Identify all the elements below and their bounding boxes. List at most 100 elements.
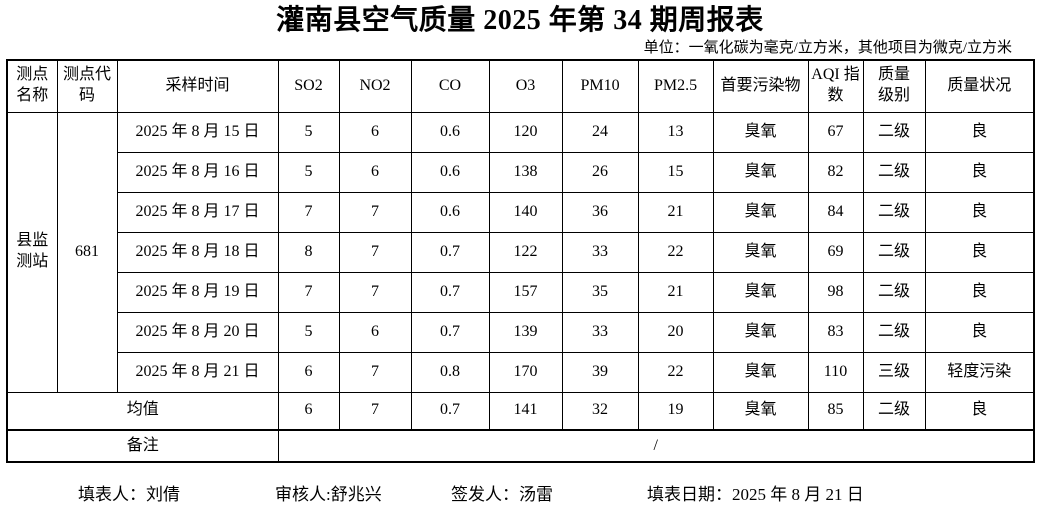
so2-value-cell: 5 — [277, 311, 340, 353]
pm10-value-cell: 24 — [561, 111, 639, 153]
table-row: 县监 测站 681 2025 年 8 月 15 日 5 6 0.6 120 24… — [6, 111, 1035, 393]
remark-value-cell: / — [277, 429, 1035, 463]
report-title: 灌南县空气质量 2025 年第 34 期周报表 — [276, 5, 764, 36]
pm10-value-cell: 33 — [561, 311, 639, 353]
quality-level-cell: 二级 — [862, 231, 926, 273]
header-station-code: 测点代 码 — [56, 59, 118, 113]
average-label-cell: 均值 — [6, 391, 279, 431]
pm10-value-cell: 32 — [561, 391, 639, 431]
header-quality-status: 质量状况 — [924, 59, 1035, 113]
aqi-value-cell: 83 — [807, 311, 864, 353]
quality-status-cell: 良 — [924, 111, 1035, 153]
quality-level-cell: 二级 — [862, 151, 926, 193]
co-value-cell: 0.6 — [410, 151, 490, 193]
no2-value-cell: 7 — [338, 391, 412, 431]
remark-label-cell: 备注 — [6, 429, 279, 463]
co-value-cell: 0.7 — [410, 231, 490, 273]
header-primary-pollutant: 首要污染物 — [712, 59, 809, 113]
quality-status-cell: 轻度污染 — [924, 351, 1035, 393]
header-so2: SO2 — [277, 59, 340, 113]
header-co: CO — [410, 59, 490, 113]
unit-note: 单位：一氧化碳为毫克/立方米，其他项目为微克/立方米 — [643, 40, 1012, 56]
header-quality-level: 质量 级别 — [862, 59, 926, 113]
aqi-value-cell: 85 — [807, 391, 864, 431]
o3-value-cell: 140 — [488, 191, 563, 233]
primary-pollutant-cell: 臭氧 — [712, 351, 809, 393]
average-row: 均值 6 7 0.7 141 32 19 臭氧 85 二级 良 — [6, 391, 1035, 431]
pm25-value-cell: 21 — [637, 271, 714, 313]
table-row: 2025 年 8 月 19 日 7 7 0.7 157 35 21 臭氧 98 … — [7, 271, 1035, 313]
quality-level-cell: 二级 — [862, 191, 926, 233]
so2-value-cell: 7 — [277, 271, 340, 313]
primary-pollutant-cell: 臭氧 — [712, 391, 809, 431]
pm25-value-cell: 21 — [637, 191, 714, 233]
air-quality-table: 测点 名称 测点代 码 采样时间 SO2 NO2 CO O3 PM10 PM2.… — [6, 59, 1035, 463]
quality-level-cell: 三级 — [862, 351, 926, 393]
header-row: 测点 名称 测点代 码 采样时间 SO2 NO2 CO O3 PM10 PM2.… — [6, 59, 1035, 113]
quality-level-cell: 二级 — [862, 271, 926, 313]
header-station-name: 测点 名称 — [6, 59, 58, 113]
table-row: 2025 年 8 月 20 日 5 6 0.7 139 33 20 臭氧 83 … — [7, 311, 1035, 353]
pm25-value-cell: 13 — [637, 111, 714, 153]
quality-level-cell: 二级 — [862, 111, 926, 153]
aqi-value-cell: 67 — [807, 111, 864, 153]
quality-status-cell: 良 — [924, 311, 1035, 353]
sample-date-cell: 2025 年 8 月 17 日 — [116, 191, 279, 233]
header-o3: O3 — [488, 59, 563, 113]
remark-row: 备注 / — [6, 429, 1035, 463]
table-row: 2025 年 8 月 21 日 6 7 0.8 170 39 22 臭氧 110… — [7, 351, 1035, 393]
pm10-value-cell: 33 — [561, 231, 639, 273]
no2-value-cell: 7 — [338, 231, 412, 273]
sample-date-cell: 2025 年 8 月 16 日 — [116, 151, 279, 193]
no2-value-cell: 7 — [338, 351, 412, 393]
preparer-label: 填表人：刘倩 — [78, 485, 180, 504]
table-row: 2025 年 8 月 16 日 5 6 0.6 138 26 15 臭氧 82 … — [7, 151, 1035, 193]
primary-pollutant-cell: 臭氧 — [712, 311, 809, 353]
primary-pollutant-cell: 臭氧 — [712, 111, 809, 153]
header-no2: NO2 — [338, 59, 412, 113]
no2-value-cell: 7 — [338, 191, 412, 233]
so2-value-cell: 7 — [277, 191, 340, 233]
table-row: 2025 年 8 月 18 日 8 7 0.7 122 33 22 臭氧 69 … — [7, 231, 1035, 273]
pm25-value-cell: 22 — [637, 351, 714, 393]
co-value-cell: 0.7 — [410, 311, 490, 353]
header-aqi: AQI 指 数 — [807, 59, 864, 113]
pm10-value-cell: 26 — [561, 151, 639, 193]
so2-value-cell: 6 — [277, 391, 340, 431]
issuer-label: 签发人：汤雷 — [451, 485, 553, 504]
primary-pollutant-cell: 臭氧 — [712, 151, 809, 193]
so2-value-cell: 8 — [277, 231, 340, 273]
pm25-value-cell: 15 — [637, 151, 714, 193]
no2-value-cell: 6 — [338, 311, 412, 353]
sample-date-cell: 2025 年 8 月 19 日 — [116, 271, 279, 313]
no2-value-cell: 7 — [338, 271, 412, 313]
co-value-cell: 0.7 — [410, 391, 490, 431]
table-row: 2025 年 8 月 17 日 7 7 0.6 140 36 21 臭氧 84 … — [7, 191, 1035, 233]
sample-date-cell: 2025 年 8 月 18 日 — [116, 231, 279, 273]
so2-value-cell: 5 — [277, 151, 340, 193]
quality-status-cell: 良 — [924, 271, 1035, 313]
co-value-cell: 0.8 — [410, 351, 490, 393]
quality-status-cell: 良 — [924, 191, 1035, 233]
o3-value-cell: 120 — [488, 111, 563, 153]
aqi-value-cell: 84 — [807, 191, 864, 233]
o3-value-cell: 122 — [488, 231, 563, 273]
pm10-value-cell: 36 — [561, 191, 639, 233]
reviewer-label: 审核人:舒兆兴 — [275, 485, 382, 504]
quality-status-cell: 良 — [924, 151, 1035, 193]
sample-date-cell: 2025 年 8 月 20 日 — [116, 311, 279, 353]
pm25-value-cell: 19 — [637, 391, 714, 431]
header-sample-time: 采样时间 — [116, 59, 279, 113]
header-pm10: PM10 — [561, 59, 639, 113]
primary-pollutant-cell: 臭氧 — [712, 271, 809, 313]
station-name-cell: 县监 测站 — [6, 111, 58, 393]
pm10-value-cell: 39 — [561, 351, 639, 393]
quality-status-cell: 良 — [924, 231, 1035, 273]
so2-value-cell: 5 — [277, 111, 340, 153]
co-value-cell: 0.7 — [410, 271, 490, 313]
sample-date-cell: 2025 年 8 月 21 日 — [116, 351, 279, 393]
header-pm25: PM2.5 — [637, 59, 714, 113]
o3-value-cell: 138 — [488, 151, 563, 193]
station-code-cell: 681 — [56, 111, 118, 393]
co-value-cell: 0.6 — [410, 111, 490, 153]
